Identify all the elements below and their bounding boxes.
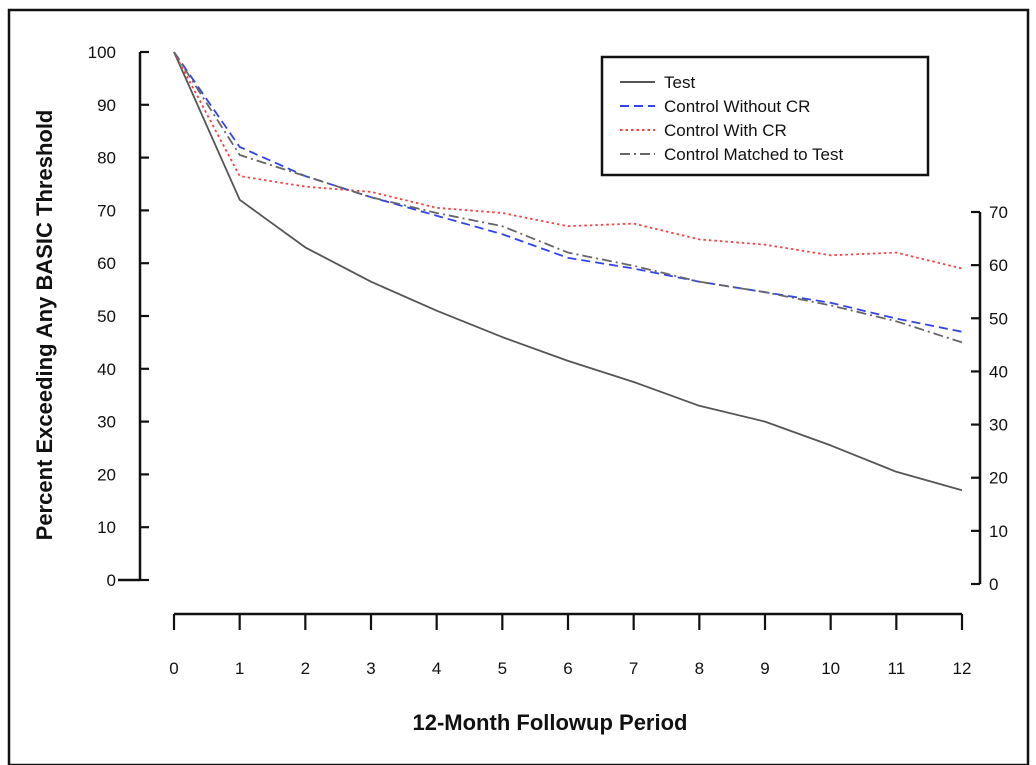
y-axis-title: Percent Exceeding Any BASIC Threshold: [32, 110, 57, 541]
legend-label: Test: [664, 73, 695, 92]
right-tick-label: 30: [989, 416, 1008, 435]
series-line-control-without-cr: [173, 51, 963, 333]
x-tick-label: 8: [695, 659, 704, 678]
right-tick-label: 40: [989, 362, 1008, 381]
right-tick-label: 70: [989, 203, 1008, 222]
left-tick-label: 30: [97, 413, 116, 432]
left-tick-label: 70: [97, 201, 116, 220]
legend-box: [600, 55, 930, 177]
legend-label: Control With CR: [664, 121, 787, 140]
left-tick-label: 20: [97, 465, 116, 484]
x-axis-title: 12-Month Followup Period: [413, 710, 688, 735]
x-tick-label: 4: [432, 659, 441, 678]
series-line-control-matched-to-test: [173, 51, 963, 344]
x-tick-label: 0: [169, 659, 178, 678]
x-axis-ticks: 0 1 2 3 4 5 6 7 8 9 10 11 12: [169, 614, 971, 678]
series-lines: [173, 51, 963, 492]
x-tick-label: 10: [821, 659, 840, 678]
x-tick-label: 11: [888, 659, 906, 678]
right-tick-label: 60: [989, 256, 1008, 275]
x-tick-label: 5: [498, 659, 507, 678]
x-tick-label: 9: [760, 659, 769, 678]
left-tick-label: 50: [97, 307, 116, 326]
x-tick-label: 2: [301, 659, 310, 678]
legend-label: Control Without CR: [664, 97, 810, 116]
right-tick-label: 0: [989, 575, 998, 594]
series-line-test: [173, 51, 963, 492]
legend: Test Control Without CR Control With CR Con…: [600, 55, 930, 177]
right-tick-label: 10: [989, 522, 1008, 541]
left-tick-label: 10: [97, 518, 116, 537]
left-tick-label: 60: [97, 254, 116, 273]
x-tick-label: 12: [953, 659, 972, 678]
x-tick-label: 6: [563, 659, 572, 678]
x-tick-label: 1: [235, 659, 244, 678]
left-tick-label: 40: [97, 360, 116, 379]
series-line-control-with-cr: [173, 51, 963, 270]
x-tick-label: 7: [629, 659, 638, 678]
left-tick-label: 80: [97, 149, 116, 168]
left-tick-label: 100: [88, 43, 116, 62]
right-axis-ticks: 0 10 20 30 40 50 60 70: [971, 203, 1008, 594]
x-tick-label: 3: [366, 659, 375, 678]
left-tick-label: 90: [97, 96, 116, 115]
legend-label: Control Matched to Test: [664, 145, 843, 164]
left-tick-label: 0: [107, 571, 116, 590]
right-tick-label: 50: [989, 309, 1008, 328]
left-axis-ticks: 0 10 20 30 40 50 60 70 80 90 100: [88, 43, 149, 590]
right-tick-label: 20: [989, 469, 1008, 488]
